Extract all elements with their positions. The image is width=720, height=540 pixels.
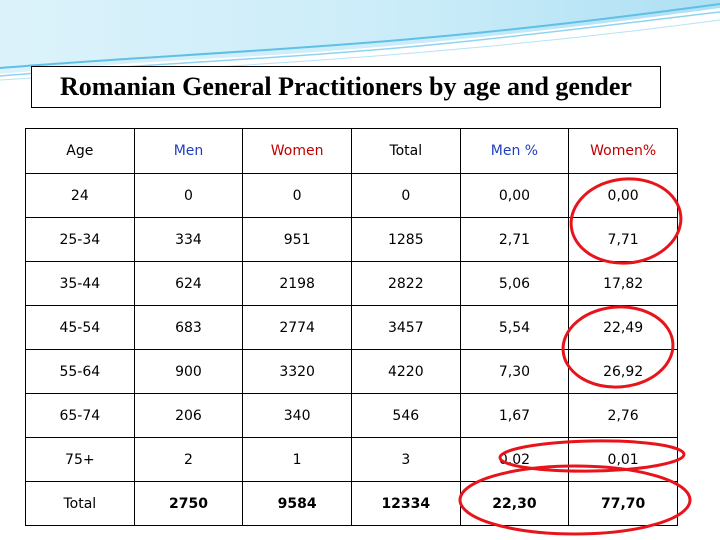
table-row: 65-74 206 340 546 1,67 2,76 xyxy=(25,393,678,438)
cell-men-percent: 5,06 xyxy=(459,261,570,306)
cell-men-percent: 0,02 xyxy=(459,437,570,482)
cell-women-percent: 26,92 xyxy=(568,349,678,394)
cell-age: 24 xyxy=(25,173,135,218)
title-box: Romanian General Practitioners by age an… xyxy=(31,66,661,108)
cell-women-percent: 2,76 xyxy=(568,393,678,438)
total-women: 9584 xyxy=(242,481,352,526)
header-total: Total xyxy=(350,128,461,174)
cell-men: 0 xyxy=(133,173,244,218)
table-row: 35-44 624 2198 2822 5,06 17,82 xyxy=(25,261,678,306)
cell-age: 45-54 xyxy=(25,305,135,350)
cell-total: 3 xyxy=(350,437,461,482)
table-row: 24 0 0 0 0,00 0,00 xyxy=(25,173,678,218)
cell-men-percent: 5,54 xyxy=(459,305,570,350)
table-total-row: Total 2750 9584 12334 22,30 77,70 xyxy=(25,481,678,526)
cell-age: 35-44 xyxy=(25,261,135,306)
page-title: Romanian General Practitioners by age an… xyxy=(60,72,632,101)
cell-age: 55-64 xyxy=(25,349,135,394)
cell-men-percent: 7,30 xyxy=(459,349,570,394)
cell-men: 206 xyxy=(133,393,244,438)
header-men-percent: Men % xyxy=(459,128,570,174)
table-header-row: Age Men Women Total Men % Women% xyxy=(25,128,678,174)
cell-total: 4220 xyxy=(350,349,461,394)
cell-women-percent: 0,00 xyxy=(568,173,678,218)
cell-total: 546 xyxy=(350,393,461,438)
cell-women-percent: 7,71 xyxy=(568,217,678,262)
total-men-percent: 22,30 xyxy=(459,481,570,526)
table-row: 25-34 334 951 1285 2,71 7,71 xyxy=(25,217,678,262)
table-row: 75+ 2 1 3 0,02 0,01 xyxy=(25,437,678,482)
cell-men: 683 xyxy=(133,305,244,350)
cell-women: 2198 xyxy=(242,261,352,306)
cell-total: 1285 xyxy=(350,217,461,262)
total-men: 2750 xyxy=(133,481,244,526)
cell-men-percent: 1,67 xyxy=(459,393,570,438)
cell-total: 2822 xyxy=(350,261,461,306)
cell-total: 0 xyxy=(350,173,461,218)
cell-women: 340 xyxy=(242,393,352,438)
cell-women-percent: 22,49 xyxy=(568,305,678,350)
gp-data-table: Age Men Women Total Men % Women% 24 0 0 … xyxy=(25,128,678,526)
header-age: Age xyxy=(25,128,135,174)
cell-women: 0 xyxy=(242,173,352,218)
cell-men: 2 xyxy=(133,437,244,482)
header-men: Men xyxy=(133,128,244,174)
cell-total: 3457 xyxy=(350,305,461,350)
cell-men-percent: 2,71 xyxy=(459,217,570,262)
table-row: 55-64 900 3320 4220 7,30 26,92 xyxy=(25,349,678,394)
cell-women: 951 xyxy=(242,217,352,262)
total-label: Total xyxy=(25,481,135,526)
cell-men: 334 xyxy=(133,217,244,262)
cell-women-percent: 17,82 xyxy=(568,261,678,306)
header-women-percent: Women% xyxy=(568,128,678,174)
cell-women-percent: 0,01 xyxy=(568,437,678,482)
table-row: 45-54 683 2774 3457 5,54 22,49 xyxy=(25,305,678,350)
cell-men: 900 xyxy=(133,349,244,394)
cell-men: 624 xyxy=(133,261,244,306)
cell-age: 75+ xyxy=(25,437,135,482)
cell-women: 3320 xyxy=(242,349,352,394)
cell-women: 1 xyxy=(242,437,352,482)
cell-age: 65-74 xyxy=(25,393,135,438)
cell-men-percent: 0,00 xyxy=(459,173,570,218)
total-women-percent: 77,70 xyxy=(568,481,678,526)
total-overall: 12334 xyxy=(350,481,461,526)
header-women: Women xyxy=(242,128,352,174)
cell-women: 2774 xyxy=(242,305,352,350)
cell-age: 25-34 xyxy=(25,217,135,262)
